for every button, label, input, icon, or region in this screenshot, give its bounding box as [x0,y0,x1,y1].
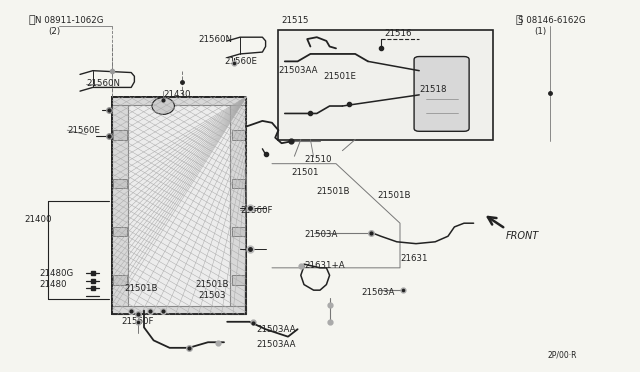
Text: 21560E: 21560E [67,126,100,135]
Text: 2P/00·R: 2P/00·R [547,351,577,360]
Text: 21631+A: 21631+A [304,262,344,270]
Text: Ⓢ: Ⓢ [515,16,522,25]
Bar [113,179,127,188]
Text: 21480: 21480 [40,280,67,289]
Bar [112,97,128,314]
Text: 21430: 21430 [163,90,191,99]
Text: 21503: 21503 [198,291,226,300]
Text: N 08911-1062G: N 08911-1062G [35,16,104,25]
Bar [112,97,246,314]
Bar [112,306,246,314]
Text: 21501B: 21501B [317,187,350,196]
Text: 21510: 21510 [304,155,332,164]
Text: 21501B: 21501B [378,191,411,200]
Text: 21503A: 21503A [362,288,395,296]
Text: 21503AA: 21503AA [256,325,296,334]
Text: 21560F: 21560F [240,206,273,215]
Text: 21560N: 21560N [198,35,232,44]
Text: 21503AA: 21503AA [278,66,318,75]
Text: 21560E: 21560E [224,57,257,66]
FancyBboxPatch shape [414,57,469,131]
Bar [278,30,493,140]
Text: FRONT: FRONT [506,231,539,241]
Bar [232,227,245,236]
Ellipse shape [152,98,174,115]
Bar [232,130,245,140]
Text: 21503A: 21503A [304,230,337,239]
Text: 21501B: 21501B [125,284,158,293]
Text: 21501E: 21501E [323,72,356,81]
Text: S 08146-6162G: S 08146-6162G [518,16,586,25]
Text: 21480G: 21480G [40,269,74,278]
Bar [232,275,245,285]
Text: 21560F: 21560F [122,317,154,326]
Bar [230,97,246,314]
Text: 21518: 21518 [419,85,447,94]
Text: ⓝ: ⓝ [29,16,35,25]
Bar [112,97,246,314]
Text: 21631: 21631 [400,254,428,263]
Text: 21400: 21400 [24,215,52,224]
Text: 21501: 21501 [291,169,319,177]
Bar [113,275,127,285]
Bar [232,179,245,188]
Text: 21515: 21515 [282,16,309,25]
Bar [113,130,127,140]
Text: 21516: 21516 [384,29,412,38]
Text: (1): (1) [534,27,547,36]
Bar [113,227,127,236]
Text: 21501B: 21501B [195,280,228,289]
Text: (2): (2) [48,27,60,36]
Text: 21503AA: 21503AA [256,340,296,349]
Text: 21560N: 21560N [86,79,120,88]
Bar [112,97,246,105]
